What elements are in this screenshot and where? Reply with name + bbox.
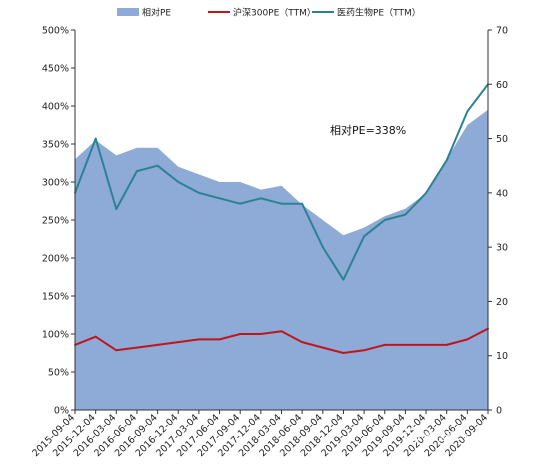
y-right-tick-label: 0 — [496, 406, 502, 417]
data-point — [342, 352, 345, 354]
data-point — [115, 208, 118, 211]
y-left-tick-label: 350% — [42, 140, 69, 151]
y-left-tick-label: 100% — [42, 330, 69, 341]
watermark-text: 微信号: cannes8118 — [424, 429, 531, 443]
data-point — [177, 181, 180, 183]
legend-label: 沪深300PE（TTM） — [233, 7, 316, 19]
relative-pe-annotation: 相对PE=338% — [330, 123, 406, 137]
data-point — [425, 192, 427, 194]
y-right-tick-label: 40 — [496, 188, 508, 199]
plot-area — [74, 83, 489, 411]
data-point — [280, 202, 283, 205]
data-point — [136, 346, 138, 349]
data-point — [260, 333, 262, 335]
y-right-tick-label: 20 — [496, 297, 508, 308]
data-point — [445, 159, 448, 162]
data-point — [466, 110, 469, 113]
y-left-tick-label: 400% — [42, 102, 69, 113]
watermark: 微信号: cannes8118 — [404, 428, 531, 444]
data-point — [466, 338, 469, 341]
data-point — [280, 330, 283, 333]
data-point — [218, 197, 221, 200]
y-left-tick-label: 150% — [42, 292, 69, 303]
legend-item: 相对PE — [117, 7, 171, 19]
data-point — [156, 344, 159, 346]
legend: 相对PE 沪深300PE（TTM） 医药生物PE（TTM） — [117, 7, 421, 19]
data-point — [198, 192, 200, 194]
legend-label: 医药生物PE（TTM） — [337, 7, 421, 19]
data-point — [383, 219, 386, 221]
data-point — [136, 170, 138, 173]
data-point — [383, 344, 386, 346]
data-point — [363, 349, 365, 352]
y-right-tick-label: 50 — [496, 134, 508, 145]
data-point — [342, 278, 345, 281]
data-point — [156, 164, 159, 167]
legend-item: 沪深300PE（TTM） — [208, 7, 316, 19]
data-point — [301, 202, 303, 205]
data-point — [239, 333, 242, 335]
y-right-tick-label: 10 — [496, 351, 508, 362]
legend-label: 相对PE — [142, 7, 171, 19]
y-left-tick-label: 250% — [42, 216, 69, 227]
data-point — [198, 338, 200, 341]
data-point — [177, 341, 180, 343]
y-left-tick-label: 200% — [42, 254, 69, 265]
data-point — [321, 346, 324, 349]
data-point — [363, 235, 365, 238]
y-right-tick-label: 70 — [496, 26, 508, 37]
y-left-tick-label: 500% — [42, 26, 69, 37]
data-point — [404, 213, 407, 216]
data-point — [301, 341, 303, 343]
y-left-tick-label: 50% — [48, 368, 69, 379]
data-point — [115, 349, 118, 352]
legend-item: 医药生物PE（TTM） — [312, 7, 421, 19]
series-area-relative-pe — [75, 109, 488, 411]
data-point — [321, 246, 324, 249]
legend-swatch — [117, 8, 139, 16]
data-point — [260, 197, 262, 200]
data-point — [94, 137, 97, 140]
y-left-tick-label: 450% — [42, 64, 69, 75]
y-right-tick-label: 30 — [496, 243, 508, 254]
y-left-tick-label: 0% — [54, 406, 69, 417]
data-point — [404, 344, 407, 346]
data-point — [239, 202, 242, 205]
data-point — [218, 338, 221, 341]
y-right-tick-label: 60 — [496, 80, 508, 91]
data-point — [425, 344, 427, 346]
y-left-tick-label: 300% — [42, 178, 69, 189]
data-point — [445, 344, 448, 346]
data-point — [94, 335, 97, 338]
